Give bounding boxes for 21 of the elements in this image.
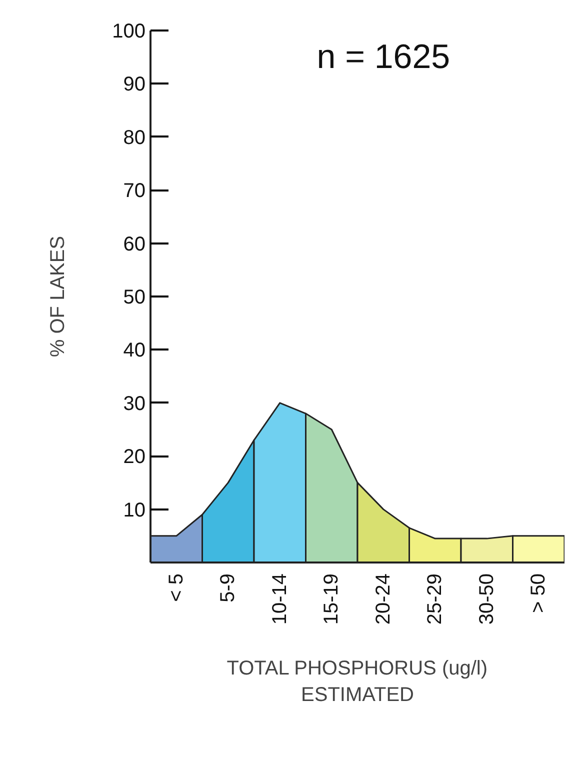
y-tick-label: 70 — [123, 180, 146, 202]
y-tick-label: 60 — [123, 233, 146, 256]
x-tick-label: 10-14 — [268, 573, 291, 625]
y-axis-title: % OF LAKES — [47, 236, 70, 358]
x-tick-label: 20-24 — [372, 573, 394, 625]
x-tick-label: 25-29 — [424, 573, 446, 625]
y-tick-label: 100 — [112, 20, 146, 42]
x-tick-label: 5-9 — [217, 574, 240, 602]
y-tick-label: 80 — [123, 126, 146, 149]
annotation: n = 1625 — [316, 38, 450, 76]
x-tick-label: > 50 — [528, 574, 550, 613]
x-tick-label: 15-19 — [320, 573, 343, 625]
y-tick-label: 40 — [123, 340, 146, 362]
x-tick-label: 30-50 — [476, 573, 498, 625]
y-tick-label: 30 — [123, 392, 146, 415]
y-tick-label: 20 — [123, 446, 146, 468]
y-tick-label: 90 — [123, 74, 146, 96]
y-tick-label: 10 — [123, 499, 146, 522]
x-tick-label: < 5 — [165, 574, 188, 602]
x-axis-title: TOTAL PHOSPHORUS (ug/l) ESTIMATED — [226, 658, 488, 706]
y-tick-label: 50 — [123, 286, 146, 308]
